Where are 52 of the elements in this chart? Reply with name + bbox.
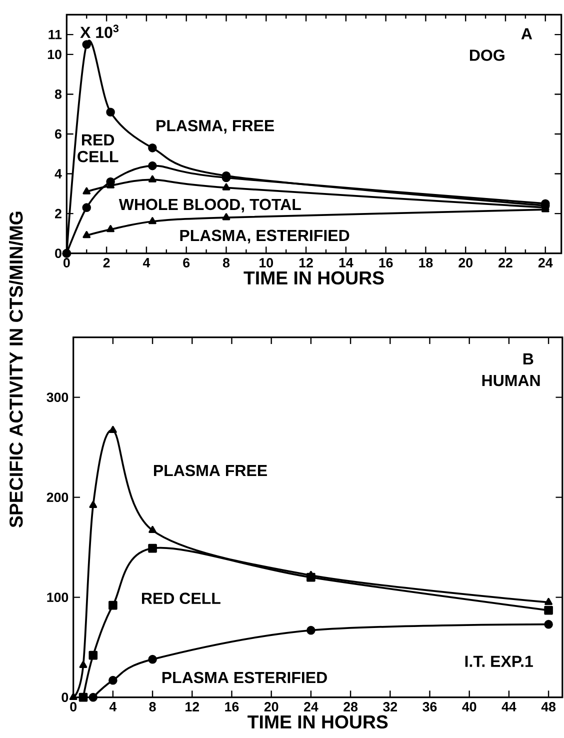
x-tick-label: 8 — [149, 702, 156, 712]
annotation: I.T. EXP.1 — [465, 656, 533, 667]
y-tick-label: 100 — [47, 592, 68, 602]
y-tick-label: 4 — [54, 169, 62, 178]
series-label: PLASMA, FREE — [156, 120, 274, 134]
x-tick-label: 12 — [299, 258, 313, 268]
x-tick-label: 4 — [142, 258, 150, 268]
legend-label: RED CELL — [78, 134, 118, 162]
x-tick-label: 2 — [103, 258, 110, 268]
series-label: PLASMA, ESTERIFIED — [180, 230, 350, 244]
x-tick-label: 40 — [462, 702, 476, 712]
y-tick-label: 0 — [55, 248, 62, 258]
annotation: DOG — [470, 50, 504, 61]
x-tick-label: 28 — [344, 702, 358, 712]
x-tick-label: 0 — [70, 702, 77, 712]
x-tick-label: 8 — [222, 258, 230, 268]
x-tick-label: 14 — [339, 258, 354, 268]
series-label: PLASMA FREE — [154, 464, 267, 476]
x-tick-label: 22 — [498, 258, 512, 268]
y-tick-label: 10 — [48, 50, 62, 60]
y-tick-label: 2 — [55, 208, 62, 218]
series-label: WHOLE BLOOD, TOTAL — [118, 198, 301, 212]
series-label: PLASMA ESTERIFIED — [162, 672, 327, 684]
x-tick-label: 24 — [538, 258, 553, 268]
x-tick-label: 20 — [264, 702, 278, 712]
annotation: HUMAN — [482, 374, 540, 386]
x-tick-label: 32 — [383, 702, 398, 712]
annotation: A — [521, 28, 532, 40]
x-tick-label: 16 — [225, 702, 239, 712]
annotation: B — [523, 353, 534, 364]
y-tick-label: 300 — [46, 392, 68, 402]
x-tick-label: 12 — [186, 702, 200, 712]
y-axis-title: SPECIFIC ACTIVITY IN CTS/MIN/MG — [9, 212, 23, 528]
x-axis-title: TIME IN HOURS — [244, 271, 384, 285]
y-tick-label: 200 — [46, 492, 68, 502]
x-tick-label: 16 — [379, 258, 393, 268]
y-tick-label: 0 — [62, 692, 68, 702]
x-tick-label: 6 — [183, 258, 190, 268]
series-label: RED CELL — [142, 592, 220, 604]
annotation: X 10$^{3}$ — [80, 24, 119, 38]
x-tick-label: 48 — [541, 702, 556, 712]
x-tick-label: 20 — [458, 258, 472, 268]
y-tick-label: 8 — [54, 90, 62, 99]
x-tick-label: 44 — [502, 702, 516, 712]
y-tick-label: 11 — [48, 30, 62, 40]
x-tick-label: 10 — [260, 258, 274, 268]
x-tick-label: 36 — [422, 702, 437, 712]
x-tick-label: 18 — [419, 258, 433, 268]
y-tick-label: 6 — [55, 129, 62, 139]
x-tick-label: 24 — [304, 702, 318, 712]
x-axis-title: TIME IN HOURS — [248, 715, 388, 729]
x-tick-label: 4 — [109, 702, 117, 712]
